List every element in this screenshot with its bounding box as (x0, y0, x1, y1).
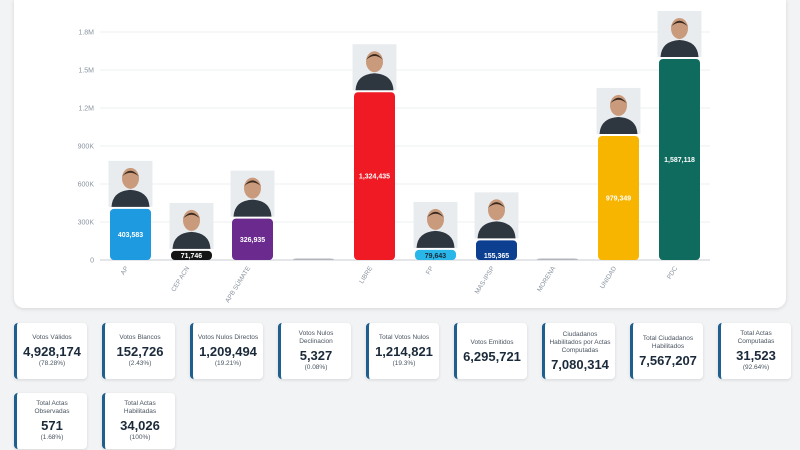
stat-value: 1,209,494 (199, 344, 257, 359)
bar-value-label: 1,587,118 (664, 157, 695, 164)
candidate-photo-icon (108, 160, 153, 207)
bar-value-label: 155,365 (484, 253, 509, 260)
candidate-photo-icon (169, 202, 214, 249)
stat-value: 152,726 (116, 344, 164, 359)
stat-percent: (92.64%) (742, 364, 770, 371)
candidate-photo-icon (596, 87, 641, 134)
y-tick-label: 1.8M (78, 30, 94, 37)
stat-value: 4,928,174 (23, 344, 81, 359)
stat-card: Total Actas Computadas 31,523 (92.64%) (718, 323, 791, 379)
bar-chart: 0 300K 600K 900K 1.2M 1.5M 1.8M 403,583 AP 71,746… (78, 10, 710, 304)
stat-card: Votos Nulos Directos 1,209,494 (19.21%) (190, 323, 263, 379)
stat-percent: (0.08%) (304, 364, 328, 371)
stat-percent: (2.43%) (128, 360, 152, 367)
x-category-label: PDC (666, 265, 679, 281)
y-tick-label: 0 (90, 258, 94, 265)
stat-card: Votos Blancos 152,726 (2.43%) (102, 323, 175, 379)
stat-title: Total Ciudadanos Habilitados (642, 334, 694, 350)
y-tick-label: 600K (78, 182, 95, 189)
stat-percent: (1.68%) (40, 434, 64, 441)
y-tick-label: 300K (78, 220, 95, 227)
y-tick-label: 900K (78, 144, 95, 151)
stat-title: Total Actas Computadas (737, 330, 775, 345)
stat-card: Ciudadanos Habilitados por Actas Computa… (542, 323, 615, 379)
candidate-photo-icon (657, 10, 702, 57)
candidate-photo-icon (230, 170, 275, 217)
y-tick-label: 1.2M (78, 106, 94, 113)
candidate-photo-icon (413, 201, 458, 248)
stat-title: Votos Válidos (32, 334, 72, 341)
stat-value: 7,080,314 (551, 356, 609, 372)
stat-card: Total Actas Observadas 571 (1.68%) (14, 393, 87, 449)
stat-card: Votos Nulos Declinacion 5,327 (0.08%) (278, 323, 351, 379)
x-category-label: MORENA (536, 265, 557, 293)
stat-title: Ciudadanos Habilitados por Actas Computa… (549, 330, 611, 354)
x-category-label: AP (120, 265, 131, 276)
bar (659, 58, 700, 260)
bar (293, 258, 334, 260)
bar (232, 218, 273, 260)
stat-value: 1,214,821 (375, 344, 433, 359)
chart-card: 0 300K 600K 900K 1.2M 1.5M 1.8M 403,583 AP 71,746… (14, 0, 786, 308)
bar (354, 92, 395, 260)
stat-percent: (19.3%) (392, 360, 416, 367)
stat-title: Total Actas Observadas (34, 400, 70, 415)
x-category-label: CEP ACN (170, 265, 191, 293)
stat-percent: (100%) (129, 434, 151, 441)
y-tick-label: 1.5M (78, 68, 94, 75)
x-category-label: APB SÚMATE (223, 264, 253, 304)
stat-value: 6,295,721 (463, 348, 521, 364)
stat-title: Votos Nulos Directos (197, 334, 259, 341)
stat-title: Votos Emitidos (470, 338, 514, 346)
stat-card: Total Ciudadanos Habilitados 7,567,207 (630, 323, 703, 379)
bar (476, 240, 517, 260)
stat-card: Votos Válidos 4,928,174 (78.28%) (14, 323, 87, 379)
bar (171, 250, 212, 260)
bar-value-label: 1,324,435 (359, 174, 390, 181)
bar-value-label: 71,746 (181, 253, 203, 260)
stat-title: Total Votos Nulos (378, 334, 430, 341)
bar-value-label: 403,583 (118, 232, 143, 239)
bar (537, 258, 578, 260)
stat-title: Votos Blancos (119, 334, 161, 341)
stat-value: 34,026 (120, 418, 160, 433)
stat-percent: (19.21%) (214, 360, 242, 367)
stat-title: Votos Nulos Declinacion (298, 330, 334, 345)
candidate-photo-icon (474, 192, 519, 239)
stat-card: Total Actas Habilitadas 34,026 (100%) (102, 393, 175, 449)
bar-value-label: 326,935 (240, 237, 265, 244)
x-category-label: FP (425, 265, 435, 276)
bar (110, 208, 151, 260)
stat-percent: (78.28%) (38, 360, 66, 367)
bar-value-label: 979,349 (606, 195, 631, 202)
x-category-label: UNIDAD (599, 265, 618, 290)
bar (598, 135, 639, 260)
bar-value-label: 79,643 (425, 253, 447, 260)
stat-value: 31,523 (736, 348, 776, 363)
stat-value: 7,567,207 (639, 352, 697, 368)
stat-card: Votos Emitidos 6,295,721 (454, 323, 527, 379)
stat-value: 5,327 (299, 348, 333, 363)
stat-card: Total Votos Nulos 1,214,821 (19.3%) (366, 323, 439, 379)
stat-value: 571 (41, 418, 63, 433)
bar (415, 249, 456, 260)
x-category-label: MAS-IPSP (474, 265, 496, 295)
x-category-label: LIBRE (358, 265, 374, 285)
stat-title: Total Actas Habilitadas (123, 400, 157, 415)
candidate-photo-icon (352, 44, 397, 91)
